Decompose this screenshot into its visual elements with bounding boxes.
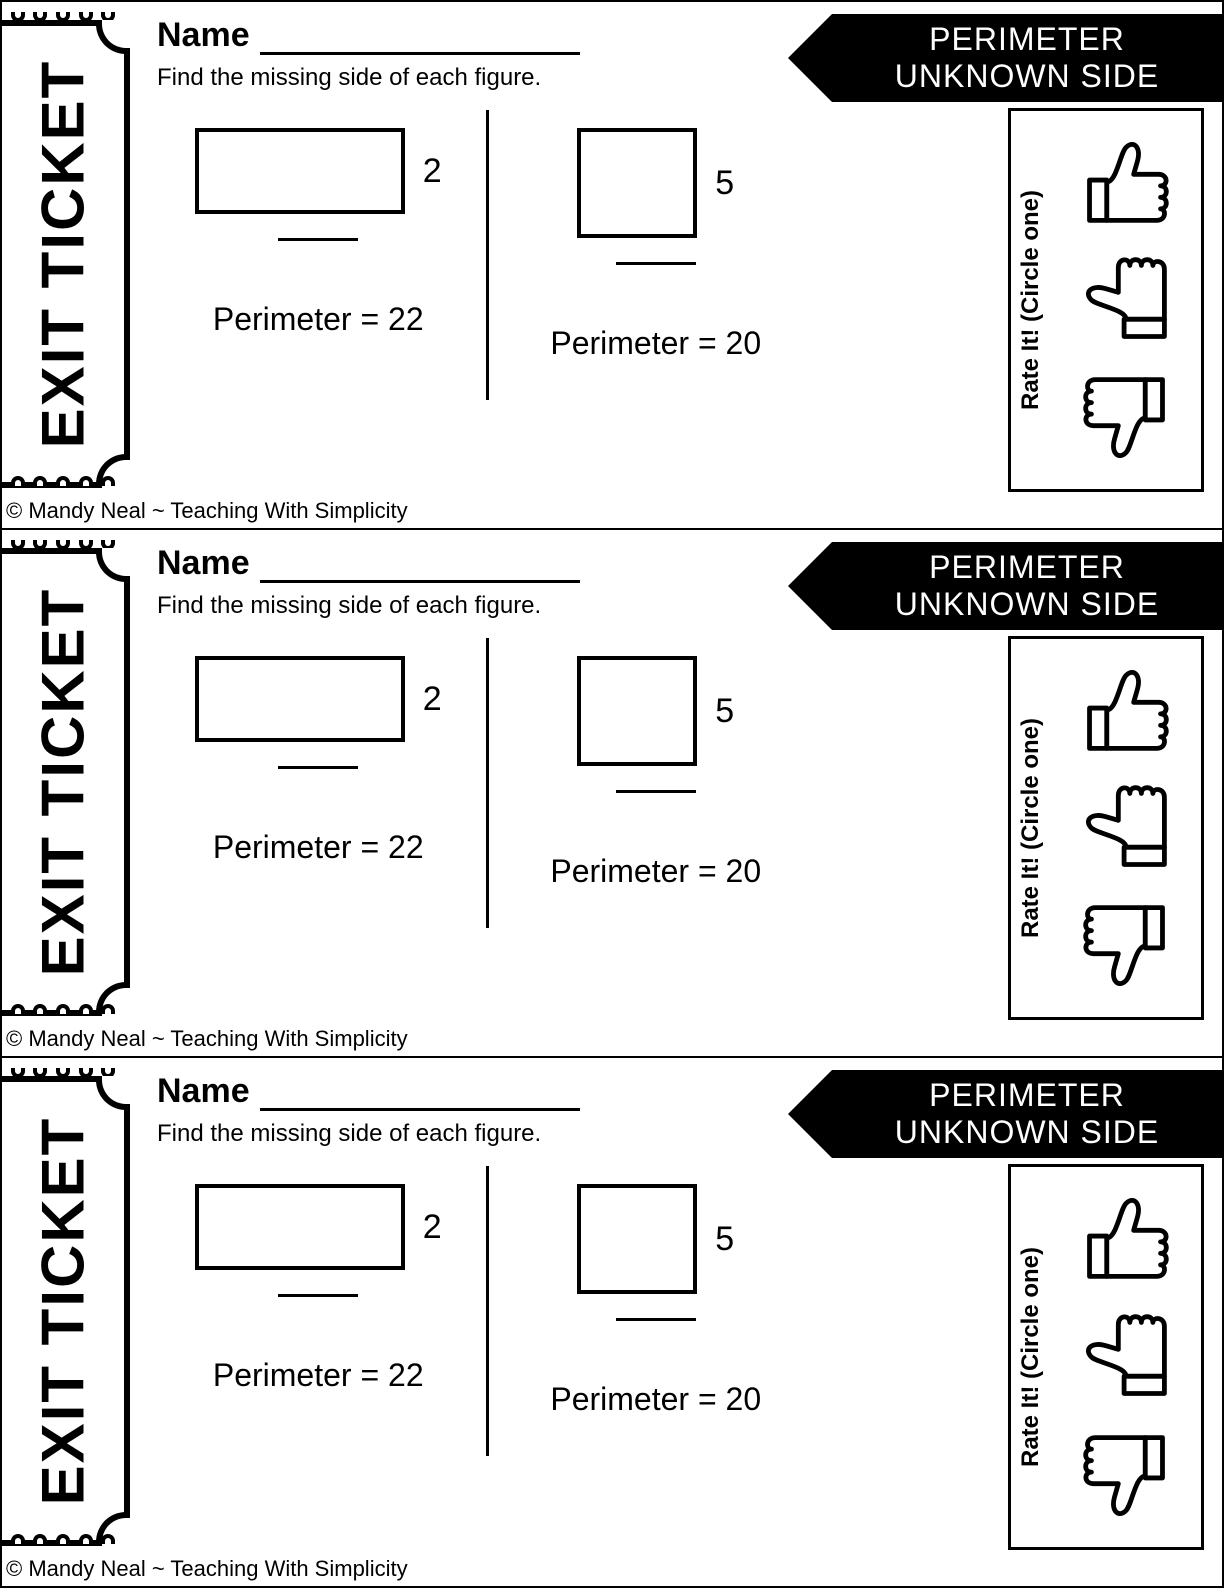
name-label: Name xyxy=(157,544,250,583)
given-side: 5 xyxy=(715,1220,734,1259)
thumb-up-icon[interactable] xyxy=(1078,662,1174,758)
title-banner: PERIMETER UNKNOWN SIDE xyxy=(832,1070,1222,1158)
worksheet-page: EXIT TICKET PERIMETER UNKNOWN SIDE Name … xyxy=(0,0,1224,1588)
stub-label: EXIT TICKET xyxy=(29,588,98,977)
copyright-text: © Mandy Neal ~ Teaching With Simplicity xyxy=(6,1026,408,1052)
title-banner: PERIMETER UNKNOWN SIDE xyxy=(832,14,1222,102)
banner-line-2: UNKNOWN SIDE xyxy=(832,58,1222,95)
banner-line-1: PERIMETER xyxy=(832,549,1222,586)
name-input-line[interactable] xyxy=(260,1081,580,1111)
banner-line-1: PERIMETER xyxy=(832,1077,1222,1114)
given-side: 5 xyxy=(715,692,734,731)
name-input-line[interactable] xyxy=(260,25,580,55)
rate-label: Rate It! (Circle one) xyxy=(1017,1247,1045,1467)
answer-blank[interactable] xyxy=(278,238,358,241)
ticket-stub: EXIT TICKET xyxy=(2,548,130,1016)
rating-icons[interactable] xyxy=(1051,1167,1201,1547)
answer-blank[interactable] xyxy=(278,1294,358,1297)
thumb-side-icon[interactable] xyxy=(1078,1309,1174,1405)
thumb-side-icon[interactable] xyxy=(1078,780,1174,876)
problem-2: 5 Perimeter = 20 xyxy=(495,638,818,1020)
name-label: Name xyxy=(157,1072,250,1111)
figure-rectangle xyxy=(195,656,405,742)
given-side: 2 xyxy=(423,680,442,719)
problem-1: 2 Perimeter = 22 xyxy=(157,1166,480,1550)
given-side: 2 xyxy=(423,152,442,191)
problem-2: 5 Perimeter = 20 xyxy=(495,110,818,492)
copyright-text: © Mandy Neal ~ Teaching With Simplicity xyxy=(6,1556,408,1582)
copyright-text: © Mandy Neal ~ Teaching With Simplicity xyxy=(6,498,408,524)
perimeter-text: Perimeter = 22 xyxy=(213,1357,424,1394)
name-label: Name xyxy=(157,16,250,55)
stub-label: EXIT TICKET xyxy=(29,1117,98,1506)
instruction-text: Find the missing side of each figure. xyxy=(157,592,541,620)
rate-it-box: Rate It! (Circle one) xyxy=(1008,108,1204,492)
problems-area: 2 Perimeter = 22 5 Perimeter = 20 xyxy=(157,638,817,1020)
figure-square xyxy=(577,128,697,238)
rate-label: Rate It! (Circle one) xyxy=(1017,718,1045,938)
thumb-down-icon[interactable] xyxy=(1078,898,1174,994)
rate-label: Rate It! (Circle one) xyxy=(1017,190,1045,410)
problem-divider xyxy=(486,1166,489,1456)
thumb-side-icon[interactable] xyxy=(1078,252,1174,348)
perimeter-text: Perimeter = 20 xyxy=(550,853,761,890)
figure-square xyxy=(577,656,697,766)
given-side: 5 xyxy=(715,164,734,203)
rate-it-box: Rate It! (Circle one) xyxy=(1008,636,1204,1020)
rate-it-box: Rate It! (Circle one) xyxy=(1008,1164,1204,1550)
thumb-up-icon[interactable] xyxy=(1078,134,1174,230)
figure-rectangle xyxy=(195,1184,405,1270)
problem-2: 5 Perimeter = 20 xyxy=(495,1166,818,1550)
name-row: Name xyxy=(157,1072,580,1111)
figure-square xyxy=(577,1184,697,1294)
problems-area: 2 Perimeter = 22 5 Perimeter = 20 xyxy=(157,1166,817,1550)
ticket-stub: EXIT TICKET xyxy=(2,1076,130,1546)
figure-rectangle xyxy=(195,128,405,214)
answer-blank[interactable] xyxy=(616,1318,696,1321)
banner-line-2: UNKNOWN SIDE xyxy=(832,586,1222,623)
stub-label: EXIT TICKET xyxy=(29,60,98,449)
instruction-text: Find the missing side of each figure. xyxy=(157,64,541,92)
thumb-up-icon[interactable] xyxy=(1078,1190,1174,1286)
problem-1: 2 Perimeter = 22 xyxy=(157,638,480,1020)
name-row: Name xyxy=(157,16,580,55)
title-banner: PERIMETER UNKNOWN SIDE xyxy=(832,542,1222,630)
given-side: 2 xyxy=(423,1208,442,1247)
instruction-text: Find the missing side of each figure. xyxy=(157,1120,541,1148)
problem-divider xyxy=(486,638,489,928)
perimeter-text: Perimeter = 20 xyxy=(550,1381,761,1418)
name-input-line[interactable] xyxy=(260,553,580,583)
perimeter-text: Perimeter = 22 xyxy=(213,829,424,866)
thumb-down-icon[interactable] xyxy=(1078,370,1174,466)
perimeter-text: Perimeter = 22 xyxy=(213,301,424,338)
perimeter-text: Perimeter = 20 xyxy=(550,325,761,362)
problems-area: 2 Perimeter = 22 5 Perimeter = 20 xyxy=(157,110,817,492)
answer-blank[interactable] xyxy=(616,790,696,793)
exit-ticket: EXIT TICKET PERIMETER UNKNOWN SIDE Name … xyxy=(2,1058,1222,1586)
answer-blank[interactable] xyxy=(616,262,696,265)
thumb-down-icon[interactable] xyxy=(1078,1428,1174,1524)
banner-line-2: UNKNOWN SIDE xyxy=(832,1114,1222,1151)
exit-ticket: EXIT TICKET PERIMETER UNKNOWN SIDE Name … xyxy=(2,530,1222,1058)
name-row: Name xyxy=(157,544,580,583)
exit-ticket: EXIT TICKET PERIMETER UNKNOWN SIDE Name … xyxy=(2,2,1222,530)
ticket-stub: EXIT TICKET xyxy=(2,20,130,488)
problem-divider xyxy=(486,110,489,400)
rating-icons[interactable] xyxy=(1051,111,1201,489)
problem-1: 2 Perimeter = 22 xyxy=(157,110,480,492)
answer-blank[interactable] xyxy=(278,766,358,769)
banner-line-1: PERIMETER xyxy=(832,21,1222,58)
rating-icons[interactable] xyxy=(1051,639,1201,1017)
